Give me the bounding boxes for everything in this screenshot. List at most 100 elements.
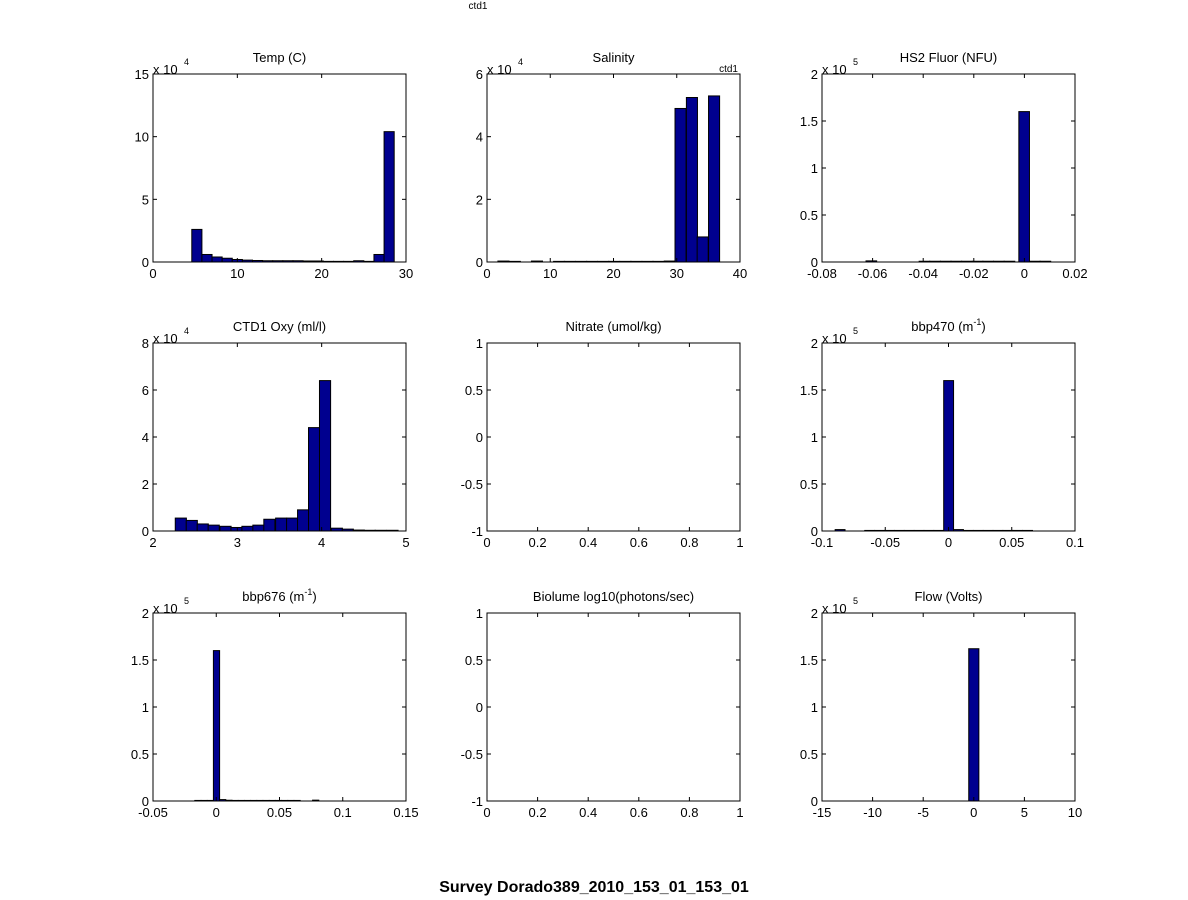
x-tick-label: -0.05 [138,805,168,820]
histogram-bar [972,529,984,532]
y-tick-label: 0 [142,255,149,270]
histogram-bar [243,799,252,802]
y-tick-label: 10 [135,130,149,145]
histogram-bar [275,517,288,532]
x-tick-label: 0 [1021,266,1028,281]
y-tick-label: 4 [476,130,483,145]
plot-area [152,342,407,532]
subplot-9: -15 -10 -5 0 5 10 0 0.5 1 1.5 2 x 10 5 Flow (Volts) [800,589,1082,820]
histogram-bar [262,799,270,802]
histogram-bar [237,799,245,802]
histogram-bar [962,529,974,532]
y-tick-label: 1 [811,161,818,176]
y-tick-label: 0 [476,430,483,445]
y-tick-label: 0 [811,255,818,270]
plot-area [486,612,741,802]
histogram-bar [262,260,274,263]
x-tick-label: -0.04 [908,266,938,281]
histogram-bar [874,529,885,532]
y-tick-label: 1 [476,606,483,621]
histogram-bar [497,260,510,263]
histogram-bar [641,260,654,263]
histogram-bar [363,529,376,532]
histogram-bar [281,799,289,802]
x-tick-label: 0.4 [579,535,597,550]
histogram-bar [530,260,544,263]
histogram-bar [250,799,258,802]
x-tick-label: -15 [813,805,832,820]
histogram-bar [241,259,254,263]
x-tick-label: 0 [483,535,490,550]
y-tick-label: 1.5 [800,114,818,129]
histogram-bar [553,260,566,263]
histogram-bar [585,260,599,263]
y-exponent-label: x 10 [822,601,847,616]
histogram-bar [274,799,283,802]
y-exponent-power: 5 [853,596,858,606]
y-tick-label: 6 [142,383,149,398]
x-tick-label: 0 [483,266,490,281]
histogram-bar [194,799,202,802]
histogram-bar [286,517,299,532]
y-tick-label: 1 [811,700,818,715]
histogram-bar [950,260,963,263]
x-tick-label: 2 [149,535,156,550]
y-tick-label: 5 [142,192,149,207]
subplot-2: 0 10 20 30 40 0 2 4 6 x 10 4 Salinity ctd1 [476,50,747,281]
y-tick-label: -1 [471,524,483,539]
x-tick-label: 0 [149,266,156,281]
histogram-bar [230,526,243,532]
y-tick-label: 0.5 [800,208,818,223]
y-tick-label: 1 [142,700,149,715]
subplot-title: Nitrate (umol/kg) [565,319,661,334]
x-tick-label: 0 [970,805,977,820]
histogram-bar [241,525,254,532]
x-tick-label: 0 [483,805,490,820]
histogram-bar [272,260,284,263]
histogram-bar [903,529,915,532]
plot-area [152,612,407,802]
histogram-bar [834,529,846,532]
x-tick-label: 0.8 [680,805,698,820]
histogram-bar [196,523,209,532]
histogram-bar [322,260,334,263]
subplot-title: CTD1 Oxy (ml/l) [233,319,326,334]
histogram-bar [652,260,665,263]
histogram-bar [332,260,345,263]
histogram-bar [1039,260,1052,263]
histogram-bar [883,529,895,532]
histogram-bar [913,529,925,532]
subplot-3: -0.08 -0.06 -0.04 -0.02 0 0.02 0 0.5 1 1.5 2 x 10 5 H… [800,50,1088,281]
subplot-title-superscript: -1 [973,317,981,327]
y-tick-label: -1 [471,794,483,809]
y-tick-label: 2 [476,192,483,207]
histogram-bar [293,799,301,802]
y-tick-label: 0.5 [465,653,483,668]
y-tick-label: -0.5 [461,747,483,762]
y-tick-label: 0 [476,255,483,270]
y-exponent-label: x 10 [153,601,178,616]
subplot-title-text: Nitrate (umol/kg) [565,319,661,334]
histogram-bar [225,799,233,802]
x-tick-label: -0.02 [959,266,989,281]
histogram-bar [386,529,399,532]
histogram-bar [508,260,521,263]
y-exponent-label: x 10 [822,62,847,77]
histogram-bar [207,524,220,532]
x-tick-label: -5 [917,805,929,820]
x-tick-label: -0.08 [807,266,837,281]
y-tick-label: 15 [135,67,149,82]
x-tick-label: 40 [733,266,747,281]
histogram-bar [865,260,878,263]
plot-area [152,73,407,263]
x-tick-label: 10 [543,266,557,281]
y-tick-label: 0 [811,794,818,809]
histogram-bar [708,95,721,263]
x-tick-label: 10 [1068,805,1082,820]
subplot-title-text: Biolume log10(photons/sec) [533,589,694,604]
x-tick-label: 0.2 [529,805,547,820]
y-tick-label: 0 [142,794,149,809]
histogram-bar [953,529,964,532]
histogram-bar [219,799,227,802]
